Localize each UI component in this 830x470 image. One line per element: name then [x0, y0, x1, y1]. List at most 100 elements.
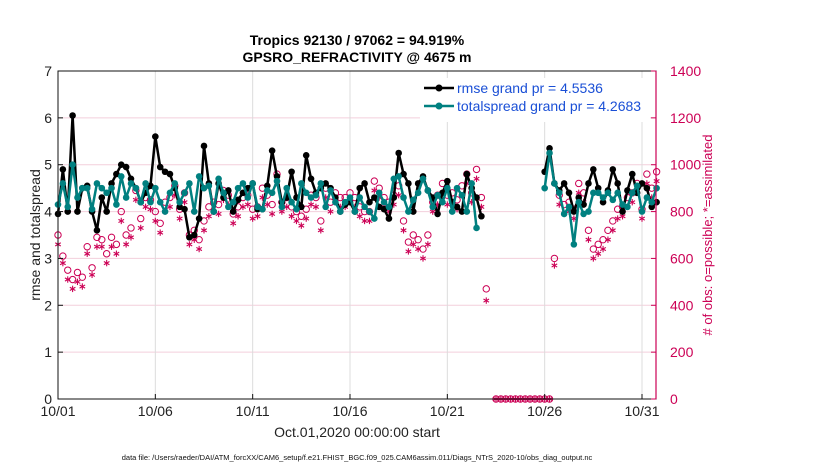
totalspread-point	[147, 198, 154, 206]
obs-assimilated-point	[361, 217, 368, 225]
obs-assimilated-point	[127, 234, 135, 241]
rmse-point	[263, 182, 271, 190]
obs-assimilated-point	[64, 276, 71, 283]
obs-assimilated-point	[157, 229, 164, 236]
totalspread-point	[546, 149, 553, 157]
rmse-point	[93, 227, 101, 234]
obs-assimilated-point	[118, 217, 125, 225]
obs-assimilated-point	[205, 213, 212, 220]
totalspread-point	[244, 194, 252, 201]
obs-assimilated-point	[264, 201, 271, 208]
obs-assimilated-point	[400, 227, 407, 234]
totalspread-point	[259, 205, 266, 213]
totalspread-point	[346, 194, 354, 201]
totalspread-point	[132, 184, 140, 192]
obs-assimilated-point	[98, 243, 105, 250]
rmse-point	[473, 194, 480, 201]
legend-rmse-marker	[435, 84, 443, 92]
totalspread-point	[414, 189, 422, 197]
rmse-point	[288, 168, 295, 176]
obs-possible-point	[317, 217, 325, 225]
chart-title: Tropics 92130 / 97062 = 94.919%	[250, 32, 465, 48]
rmse-point	[152, 133, 159, 140]
rmse-line	[56, 114, 483, 239]
obs-assimilated-point	[303, 215, 310, 222]
rmse-point	[156, 163, 164, 171]
obs-possible-point	[399, 217, 408, 225]
rmse-point	[560, 180, 568, 187]
obs-possible-point	[609, 217, 617, 225]
totalspread-point	[614, 189, 621, 197]
obs-assimilated-point	[551, 262, 558, 269]
obs-assimilated-point	[483, 297, 490, 304]
obs-possible-point	[419, 245, 427, 253]
obs-assimilated-point	[84, 250, 91, 257]
x-tick-label: 10/11	[236, 403, 270, 419]
rmse-point	[181, 205, 188, 213]
totalspread-point	[375, 189, 383, 197]
obs-possible-point	[297, 212, 306, 220]
obs-assimilated-point	[609, 227, 616, 234]
rmse-point	[103, 208, 110, 215]
totalspread-point	[366, 208, 373, 215]
totalspread-point	[400, 194, 407, 201]
obs-assimilated-point	[308, 201, 315, 208]
rmse-point	[127, 175, 135, 183]
rmse-point	[190, 231, 198, 239]
obs-assimilated-point	[103, 259, 110, 267]
obs-assimilated-point	[108, 243, 115, 250]
rmse-point	[570, 208, 578, 215]
legend-spread-marker	[435, 102, 443, 110]
y-axis-label: rmse and totalspread	[27, 169, 43, 301]
obs-possible-point	[83, 243, 91, 251]
rmse-point	[108, 180, 115, 187]
y-tick-label: 1	[44, 344, 52, 360]
totalspread-point	[215, 175, 222, 183]
obs-assimilated-point	[269, 210, 276, 218]
obs-assimilated-point	[604, 236, 611, 243]
totalspread-point	[429, 203, 437, 211]
obs-assimilated-point	[79, 283, 86, 290]
totalspread-point	[395, 173, 402, 180]
rmse-point	[405, 180, 412, 187]
obs-assimilated-point	[123, 241, 130, 248]
totalspread-point	[98, 184, 106, 192]
legend-rmse-label: rmse grand pr = 4.5536	[457, 80, 603, 96]
legend-spread-label: totalspread grand pr = 4.2683	[457, 98, 641, 114]
obs-assimilated-point	[137, 224, 144, 232]
rmse-point	[444, 177, 451, 185]
rmse-point	[643, 184, 651, 192]
y-tick-label: 3	[44, 250, 52, 266]
totalspread-point	[79, 184, 86, 192]
rmse-point	[361, 180, 368, 187]
rmse-point	[478, 212, 485, 220]
rmse-point	[614, 180, 621, 187]
obs-assimilated-point	[415, 245, 422, 253]
totalspread-point	[156, 198, 164, 206]
y-right-tick-label: 1200	[670, 110, 701, 126]
obs-assimilated-point	[405, 248, 412, 255]
totalspread-point	[371, 215, 378, 222]
totalspread-point	[575, 198, 583, 206]
rmse-point	[366, 198, 373, 206]
totalspread-point	[322, 203, 329, 211]
totalspread-point	[142, 180, 149, 187]
obs-assimilated-point	[230, 220, 237, 227]
totalspread-point	[93, 180, 101, 187]
rmse-point	[356, 184, 364, 192]
obs-assimilated-point	[59, 259, 66, 267]
rmse-point	[322, 180, 329, 187]
obs-possible-point	[424, 231, 432, 239]
obs-possible-point	[643, 170, 651, 178]
obs-possible-point	[117, 207, 125, 216]
rmse-point	[648, 203, 656, 211]
x-tick-label: 10/31	[624, 403, 659, 419]
legend-box	[420, 78, 650, 122]
totalspread-point	[439, 198, 446, 206]
totalspread-point	[633, 182, 641, 190]
x-tick-label: 10/16	[332, 403, 367, 419]
totalspread-point	[453, 184, 461, 192]
obs-assimilated-point	[176, 215, 183, 222]
obs-assimilated-point	[249, 215, 256, 222]
obs-possible-point	[102, 250, 111, 258]
